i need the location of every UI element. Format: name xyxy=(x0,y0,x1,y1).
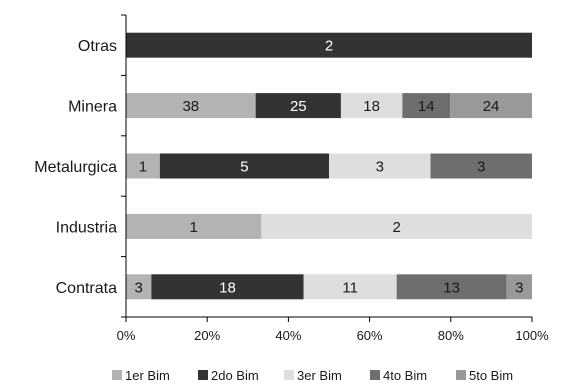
legend-label: 3er Bim xyxy=(297,368,342,383)
x-tick-label: 60% xyxy=(357,328,383,343)
bar-segment xyxy=(159,153,329,179)
bar-value-label: 3 xyxy=(376,159,384,176)
x-tick-label: 0% xyxy=(117,328,136,343)
bars-group xyxy=(126,32,533,300)
x-tick-label: 40% xyxy=(275,328,301,343)
bar-value-label: 14 xyxy=(418,98,435,115)
bar-segment xyxy=(506,274,533,300)
category-label: Minera xyxy=(68,99,117,116)
legend-swatch xyxy=(112,370,122,380)
legend-label: 1er Bim xyxy=(125,368,170,383)
bar-value-label: 3 xyxy=(477,159,485,176)
category-label: Metalurgica xyxy=(34,159,117,176)
bar-value-label: 2 xyxy=(392,219,400,236)
bar-value-label: 11 xyxy=(342,279,358,296)
legend-label: 4to Bim xyxy=(383,368,427,383)
bar-segment xyxy=(126,213,262,239)
bar-segment xyxy=(126,93,256,119)
bar-value-label: 1 xyxy=(139,159,147,176)
legend-label: 2do Bim xyxy=(211,368,259,383)
legend-label: 5to Bim xyxy=(469,368,513,383)
legend: 1er Bim 2do Bim 3er Bim 4to Bim 5to Bim xyxy=(112,368,513,383)
category-label: Otras xyxy=(78,38,117,55)
bar-segment xyxy=(126,274,152,300)
bar-segment xyxy=(450,93,532,119)
bar-segment xyxy=(396,274,507,300)
x-tick-label: 80% xyxy=(438,328,464,343)
bar-segment xyxy=(151,274,304,300)
bar-segment xyxy=(430,153,532,179)
bar-value-label: 25 xyxy=(290,98,307,115)
bar-value-label: 3 xyxy=(515,279,523,296)
bar-value-label: 24 xyxy=(483,98,500,115)
bar-segment xyxy=(255,93,341,119)
bar-value-label: 5 xyxy=(240,159,248,176)
bar-segment xyxy=(303,274,397,300)
bar-value-label: 18 xyxy=(219,279,236,296)
axes-group: Otras Minera Metalurgica Industria Contrata 0… xyxy=(34,14,549,343)
bar-segment xyxy=(329,153,431,179)
legend-swatch xyxy=(370,370,380,380)
legend-swatch xyxy=(284,370,294,380)
category-label: Industria xyxy=(56,219,117,236)
bar-labels-group: 2 38 25 18 14 24 1 5 3 3 1 2 3 18 11 13 3 xyxy=(135,38,524,297)
bar-segment xyxy=(126,32,532,58)
bar-value-label: 2 xyxy=(325,38,333,55)
bar-segment xyxy=(126,153,160,179)
bar-value-label: 1 xyxy=(189,219,197,236)
x-tick-label: 100% xyxy=(515,328,549,343)
bar-segment xyxy=(340,93,403,119)
bar-value-label: 18 xyxy=(363,98,380,115)
x-tick-label: 20% xyxy=(194,328,220,343)
bar-segment xyxy=(402,93,451,119)
bar-value-label: 13 xyxy=(443,279,460,296)
bar-value-label: 38 xyxy=(182,98,199,115)
bar-segment xyxy=(261,213,532,239)
legend-swatch xyxy=(198,370,208,380)
legend-swatch xyxy=(456,370,466,380)
bar-value-label: 3 xyxy=(135,279,143,296)
category-label: Contrata xyxy=(56,280,117,297)
